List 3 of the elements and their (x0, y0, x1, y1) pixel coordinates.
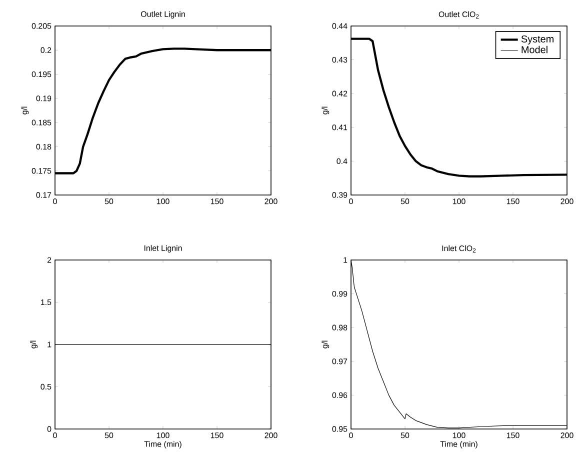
legend-label: System (521, 35, 554, 44)
line-series (351, 260, 568, 428)
legend-label: Model (522, 46, 548, 54)
